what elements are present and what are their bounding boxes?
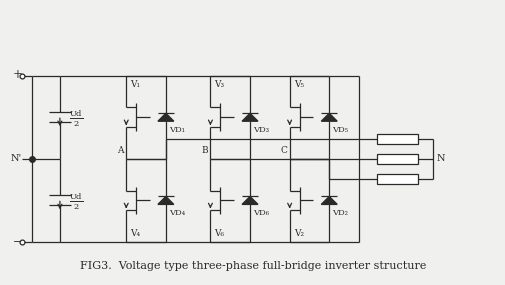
Polygon shape: [241, 113, 258, 121]
Text: V₆: V₆: [214, 229, 224, 238]
Text: VD₄: VD₄: [169, 209, 185, 217]
Text: +: +: [12, 68, 22, 81]
Text: 2: 2: [73, 203, 78, 211]
FancyBboxPatch shape: [376, 174, 418, 184]
Text: N: N: [436, 154, 444, 163]
Text: A: A: [117, 146, 123, 155]
Text: V₄: V₄: [130, 229, 140, 238]
Text: VD₁: VD₁: [169, 126, 184, 134]
Text: VD₅: VD₅: [332, 126, 347, 134]
Polygon shape: [158, 113, 173, 121]
Polygon shape: [321, 113, 336, 121]
Text: N': N': [11, 154, 22, 163]
FancyBboxPatch shape: [376, 134, 418, 144]
Text: Ud: Ud: [69, 194, 82, 201]
Polygon shape: [321, 196, 336, 204]
Polygon shape: [241, 196, 258, 204]
Text: V₁: V₁: [130, 80, 140, 89]
Text: 2: 2: [73, 120, 78, 128]
Text: VD₃: VD₃: [252, 126, 269, 134]
Text: VD₂: VD₂: [332, 209, 347, 217]
Text: Ud: Ud: [69, 110, 82, 118]
Text: V₂: V₂: [293, 229, 303, 238]
Text: VD₆: VD₆: [252, 209, 269, 217]
FancyBboxPatch shape: [376, 154, 418, 164]
Text: V₅: V₅: [293, 80, 303, 89]
Text: −: −: [13, 237, 22, 247]
Text: FIG3.  Voltage type three-phase full-bridge inverter structure: FIG3. Voltage type three-phase full-brid…: [80, 261, 425, 271]
Text: V₃: V₃: [214, 80, 224, 89]
Text: B: B: [201, 146, 208, 155]
Polygon shape: [158, 196, 173, 204]
Text: C: C: [280, 146, 286, 155]
